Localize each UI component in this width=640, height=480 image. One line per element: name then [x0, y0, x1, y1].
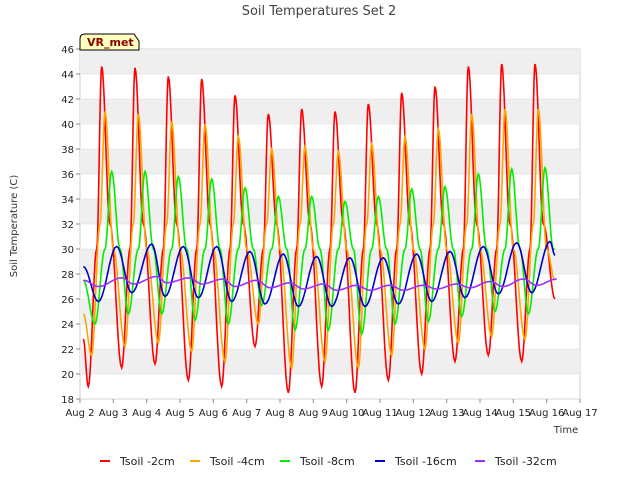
x-tick-label: Aug 9: [299, 408, 328, 419]
x-tick-label: Aug 5: [165, 408, 194, 419]
x-tick-label: Aug 12: [396, 408, 431, 419]
y-tick-label: 20: [61, 370, 74, 381]
x-axis-ticks: Aug 2 Aug 3 Aug 4 Aug 5 Aug 6 Aug 7 Aug 8 Aug 9…: [65, 399, 598, 419]
series-line-tsoil-16cm: [82, 240, 556, 308]
grid-band: [80, 149, 580, 174]
grid-band: [80, 49, 580, 74]
x-tick-label: Aug 14: [462, 408, 497, 419]
x-tick-label: Aug 3: [99, 408, 128, 419]
x-tick-label: Aug 8: [265, 408, 294, 419]
series-line-tsoil-4cm: [82, 108, 556, 371]
badge-label: VR_met: [87, 36, 134, 49]
grid-band: [80, 99, 580, 124]
x-tick-label: Aug 16: [529, 408, 564, 419]
x-tick-label: Aug 10: [329, 408, 364, 419]
grid-band: [80, 349, 580, 374]
legend-label-tsoil-2cm: Tsoil -2cm: [119, 455, 175, 468]
y-axis-label: Soil Temperature (C): [9, 175, 20, 278]
legend: Tsoil -2cm Tsoil -4cm Tsoil -8cm Tsoil -16c…: [100, 455, 557, 468]
y-tick-label: 28: [61, 270, 74, 281]
y-tick-label: 36: [61, 170, 74, 181]
chart-title: Soil Temperatures Set 2: [242, 4, 397, 19]
x-tick-label: Aug 13: [429, 408, 464, 419]
x-tick-label: Aug 6: [199, 408, 228, 419]
station-badge: VR_met: [79, 33, 140, 51]
legend-label-tsoil-4cm: Tsoil -4cm: [209, 455, 265, 468]
y-tick-label: 42: [61, 95, 74, 106]
x-tick-label: Aug 15: [496, 408, 531, 419]
legend-label-tsoil-32cm: Tsoil -32cm: [494, 455, 557, 468]
legend-label-tsoil-16cm: Tsoil -16cm: [394, 455, 457, 468]
y-tick-label: 26: [61, 295, 74, 306]
grid-band: [80, 199, 580, 224]
x-tick-label: Aug 7: [232, 408, 261, 419]
y-tick-label: 30: [61, 245, 74, 256]
y-tick-label: 38: [61, 145, 74, 156]
y-tick-label: 24: [61, 320, 74, 331]
y-tick-label: 34: [61, 195, 74, 206]
x-tick-label: Aug 17: [562, 408, 597, 419]
legend-label-tsoil-8cm: Tsoil -8cm: [299, 455, 355, 468]
y-tick-label: 18: [61, 395, 74, 406]
y-axis-ticks: 18 20 22 24 26 28 30 32 34 36 38 40 42 44 46: [61, 45, 80, 406]
series-line-tsoil-8cm: [82, 165, 555, 336]
badge-box: [79, 33, 140, 51]
series-lines: [82, 63, 557, 394]
y-tick-label: 46: [61, 45, 74, 56]
y-tick-label: 22: [61, 345, 74, 356]
x-axis-label: Time: [553, 425, 578, 436]
y-tick-label: 32: [61, 220, 74, 231]
series-line-tsoil-32cm: [83, 275, 557, 292]
y-tick-label: 40: [61, 120, 74, 131]
y-tick-label: 44: [61, 70, 74, 81]
x-tick-label: Aug 4: [132, 408, 161, 419]
x-tick-label: Aug 2: [65, 408, 94, 419]
x-tick-label: Aug 11: [362, 408, 397, 419]
